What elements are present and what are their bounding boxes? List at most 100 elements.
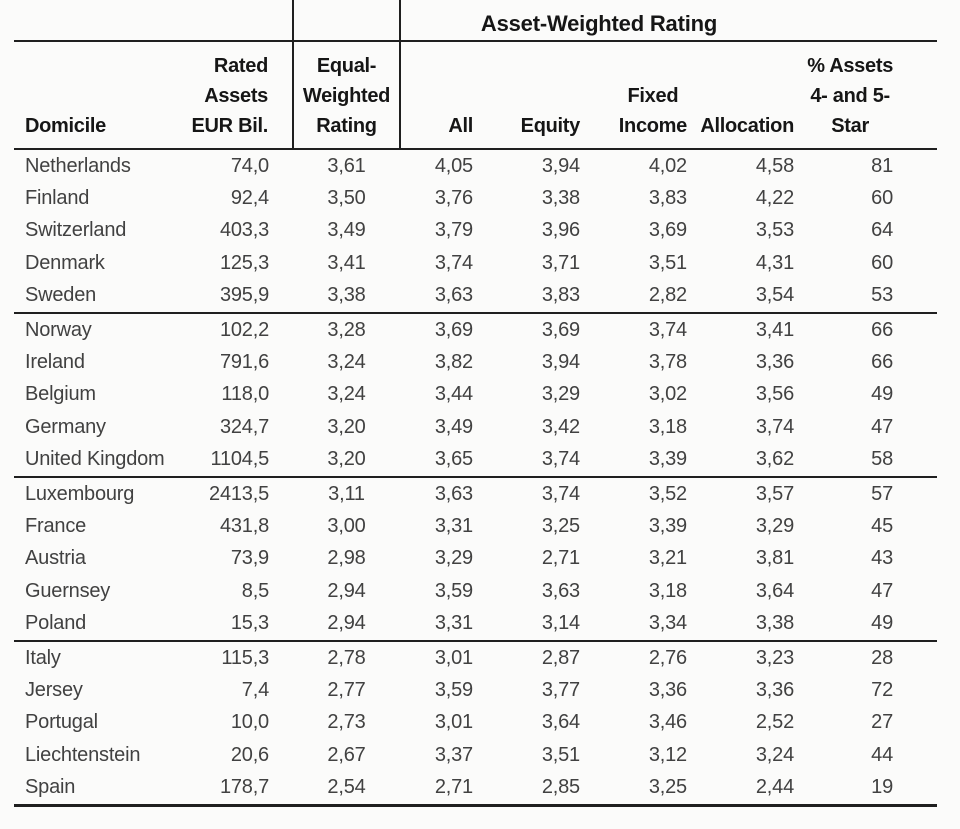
value-cell: 3,51 bbox=[541, 743, 580, 766]
value-cell: 74,0 bbox=[230, 154, 269, 177]
value-cell: 3,36 bbox=[755, 678, 795, 701]
value-cell: 3,54 bbox=[755, 284, 795, 307]
value-cell: 3,62 bbox=[755, 448, 795, 471]
value-cell: 57 bbox=[797, 475, 938, 511]
value-cell: 3,29 bbox=[541, 383, 580, 406]
value-cell: 3,21 bbox=[648, 547, 687, 570]
value-cell: 3,94 bbox=[541, 351, 580, 374]
value-cell: 3,41 bbox=[327, 251, 366, 274]
value-cell: 2,54 bbox=[327, 776, 366, 799]
value-cell: 53 bbox=[871, 284, 894, 307]
value-cell: 3,29 bbox=[755, 514, 795, 537]
value-cell: 3,83 bbox=[648, 187, 687, 210]
value-cell: 2,85 bbox=[541, 776, 580, 799]
value-cell: 3,20 bbox=[327, 448, 366, 471]
value-cell: 3,63 bbox=[541, 579, 580, 602]
value-cell: 3,59 bbox=[434, 579, 473, 602]
value-cell: 3,14 bbox=[541, 612, 580, 635]
value-cell: 2,73 bbox=[327, 711, 366, 734]
value-cell: 3,61 bbox=[327, 154, 366, 177]
domicile-cell: Sweden bbox=[25, 284, 97, 307]
value-cell: 19 bbox=[871, 776, 894, 799]
value-cell: 2413,5 bbox=[170, 475, 293, 511]
spanner-spacer-left bbox=[14, 0, 293, 42]
value-cell: 3,63 bbox=[400, 475, 480, 511]
value-cell: 2,87 bbox=[480, 639, 585, 675]
table-row: Belgium 118,0 3,24 3,44 3,29 3,02 3,56 49 bbox=[14, 379, 937, 411]
value-cell: 3,69 bbox=[480, 311, 585, 347]
table-row: Ireland 791,6 3,24 3,82 3,94 3,78 3,36 66 bbox=[14, 346, 937, 378]
value-cell: 3,39 bbox=[648, 514, 687, 537]
value-cell: 3,29 bbox=[434, 547, 473, 570]
domicile-cell: United Kingdom bbox=[25, 448, 165, 471]
domicile-cell: Italy bbox=[14, 639, 170, 675]
value-cell: 3,49 bbox=[434, 415, 473, 438]
spanner-row: Asset-Weighted Rating bbox=[14, 0, 938, 42]
value-cell: 3,83 bbox=[541, 284, 580, 307]
column-header-pct-4-5-star-label: % Assets 4- and 5- Star bbox=[807, 55, 894, 137]
table-row: Spain 178,7 2,54 2,71 2,85 3,25 2,44 19 bbox=[14, 771, 937, 805]
table-row: Portugal 10,0 2,73 3,01 3,64 3,46 2,52 27 bbox=[14, 707, 937, 739]
value-cell: 178,7 bbox=[219, 776, 269, 799]
value-cell: 47 bbox=[871, 415, 894, 438]
domicile-cell: Spain bbox=[25, 776, 76, 799]
table-row: Norway 102,2 3,28 3,69 3,69 3,74 3,41 66 bbox=[14, 311, 938, 347]
value-cell: 3,82 bbox=[434, 351, 473, 374]
value-cell: 2,71 bbox=[541, 547, 580, 570]
value-cell: 3,49 bbox=[327, 219, 366, 242]
value-cell: 3,31 bbox=[434, 514, 473, 537]
value-cell: 4,22 bbox=[755, 187, 795, 210]
value-cell: 4,02 bbox=[648, 154, 687, 177]
table-row: Poland 15,3 2,94 3,31 3,14 3,34 3,38 49 bbox=[14, 607, 937, 640]
value-cell: 3,37 bbox=[434, 743, 473, 766]
value-cell: 2,52 bbox=[755, 711, 795, 734]
value-cell: 3,00 bbox=[327, 514, 366, 537]
value-cell: 2,78 bbox=[293, 639, 400, 675]
spanner-spacer-mid bbox=[292, 0, 400, 42]
group-header-asset-weighted-rating: Asset-Weighted Rating bbox=[398, 0, 798, 42]
value-cell: 3,69 bbox=[400, 311, 480, 347]
value-cell: 3,12 bbox=[648, 743, 687, 766]
value-cell: 2,98 bbox=[327, 547, 366, 570]
domicile-cell: Germany bbox=[25, 415, 106, 438]
value-cell: 3,44 bbox=[434, 383, 473, 406]
value-cell: 3,25 bbox=[541, 514, 580, 537]
value-cell: 92,4 bbox=[230, 187, 269, 210]
value-cell: 73,9 bbox=[230, 547, 269, 570]
table-row: Austria 73,9 2,98 3,29 2,71 3,21 3,81 43 bbox=[14, 543, 937, 575]
table-row: Luxembourg 2413,5 3,11 3,63 3,74 3,52 3,57 57 bbox=[14, 475, 938, 511]
domicile-cell: Netherlands bbox=[25, 154, 131, 177]
value-cell: 3,38 bbox=[755, 612, 795, 635]
column-header-equity: Equity bbox=[480, 41, 585, 150]
value-cell: 2,71 bbox=[434, 776, 473, 799]
value-cell: 64 bbox=[871, 219, 894, 242]
domicile-cell: Liechtenstein bbox=[25, 743, 141, 766]
value-cell: 3,74 bbox=[541, 448, 580, 471]
value-cell: 3,38 bbox=[541, 187, 580, 210]
value-cell: 47 bbox=[871, 579, 894, 602]
value-cell: 4,05 bbox=[434, 154, 473, 177]
value-cell: 3,50 bbox=[327, 187, 366, 210]
value-cell: 3,76 bbox=[434, 187, 473, 210]
table-row: Switzerland 403,3 3,49 3,79 3,96 3,69 3,53 64 bbox=[14, 215, 937, 247]
value-cell: 2,44 bbox=[755, 776, 795, 799]
value-cell: 2,67 bbox=[327, 743, 366, 766]
value-cell: 3,18 bbox=[648, 579, 687, 602]
domicile-cell: Guernsey bbox=[25, 579, 111, 602]
value-cell: 118,0 bbox=[221, 383, 269, 406]
value-cell: 2,94 bbox=[327, 579, 366, 602]
value-cell: 3,69 bbox=[648, 219, 687, 242]
column-header-rated-assets: Rated Assets EUR Bil. bbox=[170, 41, 293, 150]
value-cell: 3,52 bbox=[585, 475, 690, 511]
value-cell: 3,53 bbox=[755, 219, 795, 242]
value-cell: 28 bbox=[797, 639, 938, 675]
value-cell: 3,51 bbox=[648, 251, 687, 274]
value-cell: 3,24 bbox=[327, 383, 366, 406]
value-cell: 45 bbox=[871, 514, 894, 537]
value-cell: 3,96 bbox=[541, 219, 580, 242]
value-cell: 3,79 bbox=[434, 219, 473, 242]
value-cell: 3,23 bbox=[690, 639, 798, 675]
domicile-cell: Finland bbox=[25, 187, 90, 210]
value-cell: 60 bbox=[871, 187, 894, 210]
value-cell: 49 bbox=[871, 612, 894, 635]
